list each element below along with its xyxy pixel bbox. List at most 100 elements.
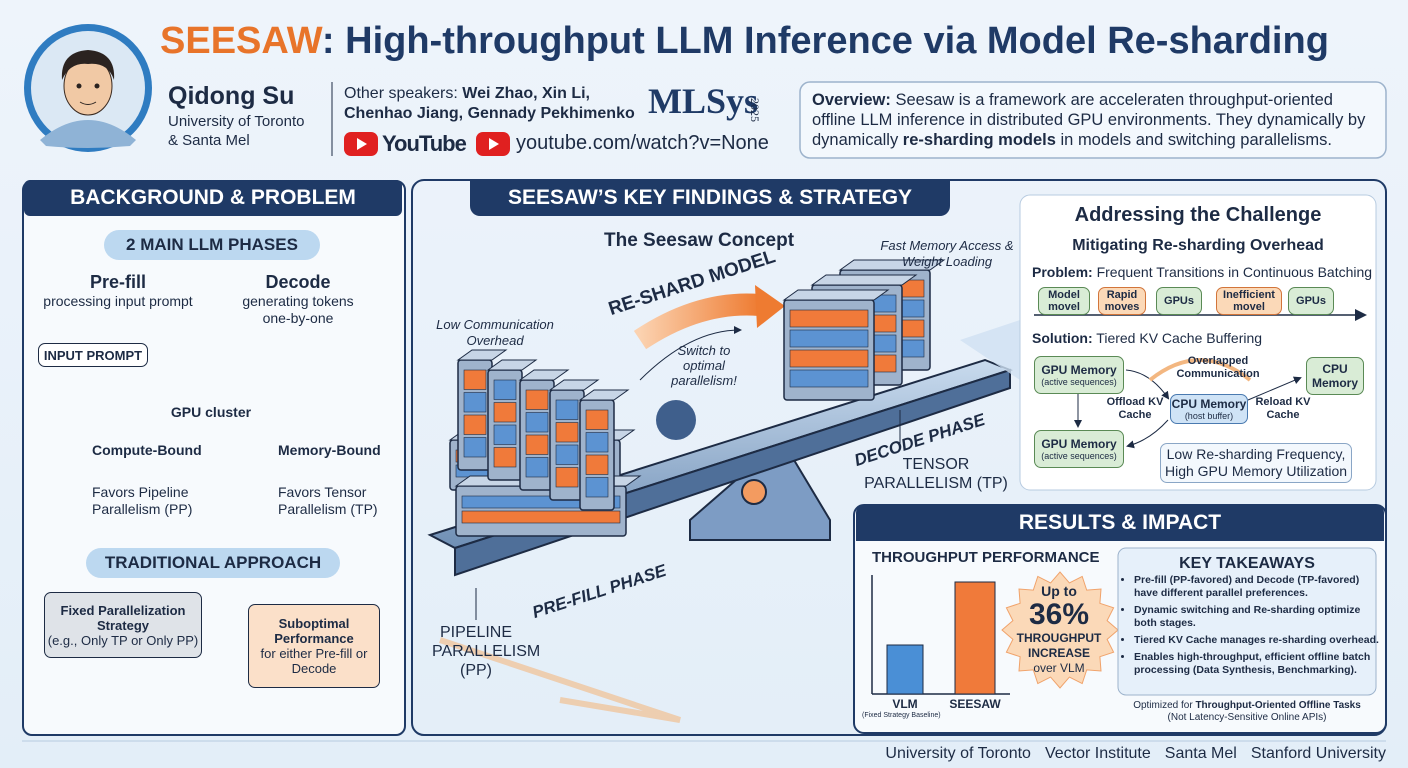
youtube-play <box>489 138 499 150</box>
server-cell <box>525 389 549 410</box>
avatar-mouth <box>79 101 97 105</box>
pipeline-label: PIPELINE PARALLELISM (PP) <box>432 624 541 679</box>
footer-org: Vector Institute <box>1044 745 1151 762</box>
solution-label: Solution: <box>1032 330 1093 346</box>
server-stack <box>448 349 642 537</box>
optimized: Optimized for Throughput-Oriented Offlin… <box>1118 700 1376 724</box>
optimized-bold: Throughput-Oriented Offline Tasks <box>1195 700 1361 711</box>
takeaways-card <box>1117 547 1377 696</box>
server-cell <box>493 379 517 400</box>
over: over VLM <box>1033 661 1085 675</box>
server-cell <box>585 409 609 430</box>
timeline-step: GPUs <box>1156 287 1202 315</box>
phase-desc: generating tokens one-by-one <box>242 293 354 326</box>
timeline-step: Model movel <box>1038 287 1090 315</box>
offload: Offload KV Cache <box>1106 396 1164 421</box>
server-cell <box>525 434 549 455</box>
server-cell <box>463 414 487 435</box>
overview-label: Overview: <box>812 91 891 109</box>
fixed-title: Fixed Parallelization Strategy <box>60 602 186 633</box>
problem-label: Problem: <box>1032 264 1093 280</box>
server-cell <box>789 329 869 348</box>
low-comm: Low Communication Overhead <box>436 317 554 348</box>
problem: Problem: Frequent Transitions in Continu… <box>1032 264 1372 280</box>
footer-org: University of Toronto <box>885 745 1031 762</box>
throughput-heading: THROUGHPUT PERFORMANCE <box>872 549 1100 566</box>
memory-bound: Memory-Bound <box>278 442 381 458</box>
section-heading: 2 MAIN LLM PHASES <box>104 230 320 260</box>
overview-text: Seesaw is a framework are acceleraten th… <box>812 91 1366 149</box>
challenge-title: Addressing the Challenge <box>1074 204 1322 226</box>
increase: THROUGHPUT INCREASE <box>1016 631 1102 660</box>
overview-highlight: re-sharding models <box>902 131 1056 149</box>
overview-text: in models and switching parallelisms. <box>1060 131 1332 149</box>
takeaways-title: KEY TAKEAWAYS <box>1179 555 1315 572</box>
panel-heading: RESULTS & IMPACT <box>856 505 1384 541</box>
overlapped: Overlapped Communication <box>1176 355 1260 380</box>
server-top <box>456 349 508 361</box>
avatar-hair <box>61 50 115 80</box>
footer: University of Toronto Vector Institute San… <box>885 745 1386 763</box>
server-cell <box>493 424 517 445</box>
suboptimal-note: for either Pre-fill or Decode <box>260 646 368 676</box>
section-heading: TRADITIONAL APPROACH <box>86 548 340 578</box>
phase-desc: processing input prompt <box>43 293 193 309</box>
names: Wei Zhao, Xin Li, Chenhao Jiang, Gennady… <box>344 85 635 122</box>
footer-org: Stanford University <box>1250 745 1386 762</box>
concept-title: The Seesaw Concept <box>604 230 795 251</box>
server-cell <box>525 457 549 478</box>
label: GPU Memory <box>1041 437 1117 451</box>
percent: 36% <box>1028 598 1090 631</box>
server-top <box>578 389 630 401</box>
server-top <box>810 274 918 286</box>
phase-title: Decode <box>265 272 331 292</box>
switch-label: Switch to optimal parallelism! <box>671 343 737 388</box>
note: (active sequences) <box>1041 377 1117 387</box>
challenge-card <box>1019 194 1377 491</box>
bar-seesaw <box>954 581 996 695</box>
fixed-note: (e.g., Only TP or Only PP) <box>47 632 199 648</box>
note: (host buffer) <box>1184 411 1234 421</box>
callout-tail <box>960 320 1020 380</box>
cpu-memory: CPU Memory (host buffer) <box>1170 394 1248 424</box>
takeaways: Pre-fill (PP-favored) and Decode (TP-fav… <box>1116 574 1386 681</box>
server-top <box>486 359 538 371</box>
youtube-url[interactable]: youtube.com/watch?v=None <box>516 132 769 154</box>
tensor-label: TENSOR PARALLELISM (TP) <box>864 456 1008 492</box>
venue-year: 2025 <box>748 98 762 122</box>
arrow <box>1125 369 1170 400</box>
affiliation: & Santa Mel <box>168 132 250 149</box>
server-cell <box>555 444 579 465</box>
server-cell <box>463 369 487 390</box>
label: CPU Memory <box>1171 397 1247 411</box>
bar-note: (Fixed Strategy Baseline) <box>862 712 941 719</box>
server-cell <box>555 399 579 420</box>
speaker: Qidong Su <box>168 82 295 110</box>
gpu-memory: GPU Memory (active sequences) <box>1034 356 1124 394</box>
avatar-eye <box>76 83 82 89</box>
bar-label: VLM <box>892 697 918 711</box>
server-cell <box>789 349 869 368</box>
title: SEESAW: High-throughput LLM Inference vi… <box>160 20 1329 63</box>
server-top <box>838 259 946 271</box>
other-speakers: Other speakers: Wei Zhao, Xin Li, Chenha… <box>344 84 644 124</box>
fixed-strategy: Fixed Parallelization Strategy (e.g., Onl… <box>44 592 202 658</box>
favors-pp: Favors Pipeline Parallelism (PP) <box>92 484 193 517</box>
gpu-cluster: GPU cluster <box>170 404 252 420</box>
server-cell <box>493 402 517 423</box>
takeaway: Dynamic switching and Re-sharding optimi… <box>1134 604 1386 630</box>
server-cell <box>463 437 487 458</box>
timeline-step: GPUs <box>1288 287 1334 315</box>
problem-text: Frequent Transitions in Continuous Batch… <box>1096 264 1373 280</box>
title-rest: : High-throughput LLM Inference via Mode… <box>321 20 1329 62</box>
server-cell <box>585 432 609 453</box>
glow <box>439 637 681 723</box>
timeline-step: Rapid moves <box>1098 287 1146 315</box>
hinge <box>656 400 696 440</box>
timeline-step: Inefficient movel <box>1216 287 1282 315</box>
label: GPU Memory <box>1041 363 1117 377</box>
fast-memory: Fast Memory Access & Weight Loading <box>880 238 1014 269</box>
starburst <box>1001 571 1119 689</box>
label: Other speakers: <box>344 85 458 102</box>
